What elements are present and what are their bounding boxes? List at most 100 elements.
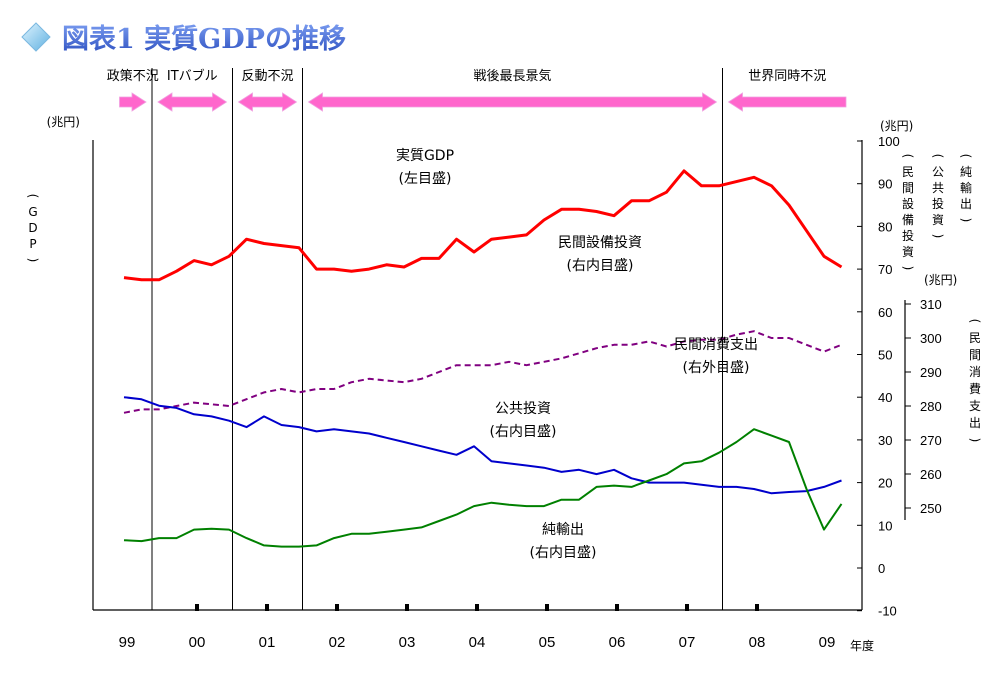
x-tick-label: 99 — [119, 634, 136, 651]
right-outer-axis-unit: (兆円) — [924, 273, 957, 287]
right-inner-axis-label-char: 輸 — [960, 180, 972, 195]
right-inner-tick-label: 20 — [878, 476, 892, 491]
right-inner-axis-label-char: 共 — [932, 181, 944, 195]
period-arrow-2 — [237, 92, 298, 112]
right-inner-tick-label: 0 — [878, 561, 885, 576]
series-label-name: 民間消費支出 — [674, 337, 758, 353]
x-tick-label: 07 — [679, 634, 696, 651]
period-label-3: 戦後最長景気 — [473, 68, 551, 84]
right-inner-axis-label-char: 投 — [902, 228, 914, 243]
x-axis: 99 00 01 02 03 04 05 06 07 08 09 年度 — [119, 604, 874, 653]
right-outer-axis-label-char: 間 — [969, 348, 981, 362]
series-label-name: 民間設備投資 — [558, 235, 642, 251]
x-tick-marker — [475, 604, 479, 611]
period-label-2: 反動不況 — [241, 69, 293, 84]
series-line-1 — [123, 169, 843, 282]
left-axis-label-char: P — [29, 237, 36, 251]
x-tick-marker — [195, 604, 199, 611]
right-inner-axis: -100102030405060708090100(兆円)(民間設備投資)(公共… — [857, 119, 973, 619]
plot-frame — [92, 68, 906, 611]
x-axis-unit: 年度 — [850, 638, 874, 653]
chart-title: 図表1 実質GDPの推移 — [62, 23, 346, 55]
right-inner-axis-label-char: 公 — [932, 165, 944, 179]
right-inner-tick-label: 10 — [878, 518, 892, 533]
right-outer-tick-label: 310 — [920, 297, 942, 312]
right-inner-tick-label: 70 — [878, 262, 892, 277]
right-inner-axis-label-char: ( — [931, 154, 945, 159]
series-lines — [123, 169, 843, 548]
right-inner-axis-label-char: 出 — [960, 197, 972, 211]
right-outer-axis-label-char: 消 — [969, 365, 981, 379]
right-inner-axis-label-char: 投 — [932, 196, 944, 211]
series-line-3 — [123, 396, 842, 495]
period-arrow-4 — [727, 92, 847, 112]
period-arrow-3 — [307, 92, 718, 112]
right-inner-axis-label-char: 民 — [902, 165, 914, 179]
period-arrow-1 — [157, 92, 228, 112]
right-inner-tick-label: 80 — [878, 219, 892, 234]
right-inner-axis-label-char: 資 — [932, 213, 944, 227]
left-axis-label-char: G — [28, 205, 37, 219]
right-inner-axis-label-char: 間 — [902, 181, 914, 195]
left-axis-unit: (兆円) — [47, 115, 80, 129]
x-tick-marker — [545, 604, 549, 611]
series-label-sub: (右内目盛) — [530, 545, 597, 561]
right-outer-tick-label: 250 — [920, 501, 942, 516]
series-label-name: 実質GDP — [396, 148, 454, 164]
right-inner-axis-label-char: ( — [901, 154, 915, 159]
x-tick-marker — [615, 604, 619, 611]
right-outer-tick-label: 300 — [920, 331, 942, 346]
x-tick-marker — [335, 604, 339, 611]
right-inner-tick-label: -10 — [878, 604, 897, 619]
period-label-0: 政策不況 — [107, 68, 159, 84]
right-inner-axis-label-char: 資 — [902, 245, 914, 259]
x-tick-marker — [265, 604, 269, 611]
x-tick-label: 08 — [749, 634, 766, 651]
right-inner-axis-label-char: ( — [959, 154, 973, 159]
series-label-sub: (右内目盛) — [567, 258, 634, 274]
right-inner-tick-label: 30 — [878, 433, 892, 448]
right-inner-tick-label: 90 — [878, 177, 892, 192]
left-axis: 460480500520540560(兆円)(GDP) — [26, 115, 80, 263]
period-arrow-0 — [119, 92, 147, 112]
right-outer-tick-label: 260 — [920, 467, 942, 482]
series-labels: 実質GDP (左目盛) 民間設備投資 (右内目盛) 民間消費支出 (右外目盛) 公共投資 (右… — [396, 148, 758, 561]
x-tick-label: 01 — [259, 634, 276, 651]
right-inner-axis-label-char: ) — [901, 266, 915, 271]
period-annotations: 政策不況 ITバブル 反動不況 戦後最長景気 世界同時不況 — [107, 68, 847, 112]
period-label-4: 世界同時不況 — [748, 69, 826, 84]
diamond-icon — [21, 22, 51, 52]
right-outer-tick-label: 290 — [920, 365, 942, 380]
period-label-1: ITバブル — [167, 68, 218, 84]
x-tick-label: 05 — [539, 634, 556, 651]
x-tick-marker — [755, 604, 759, 611]
right-outer-axis-label-char: 民 — [969, 331, 981, 345]
series-label-name: 公共投資 — [495, 401, 551, 417]
right-inner-tick-label: 50 — [878, 348, 892, 363]
x-tick-label: 04 — [469, 634, 486, 651]
right-inner-axis-unit: (兆円) — [880, 119, 913, 133]
right-outer-axis-label-char: ) — [968, 438, 982, 443]
series-label-sub: (右内目盛) — [490, 424, 557, 440]
right-inner-axis-label-char: 備 — [902, 212, 914, 227]
right-outer-axis-label-char: ( — [968, 319, 982, 324]
x-tick-label: 00 — [189, 634, 206, 651]
right-inner-axis-label-char: ) — [931, 234, 945, 239]
left-axis-label-char: ) — [26, 258, 40, 263]
right-outer-axis-label-char: 費 — [969, 381, 981, 396]
right-inner-axis-label-char: 設 — [902, 196, 914, 211]
series-label-name: 純輸出 — [542, 522, 584, 538]
right-outer-tick-label: 280 — [920, 399, 942, 414]
x-tick-label: 06 — [609, 634, 626, 651]
series-label-sub: (右外目盛) — [683, 360, 750, 376]
x-tick-label: 09 — [819, 634, 836, 651]
series-line-2 — [123, 330, 842, 414]
x-tick-label: 02 — [329, 634, 346, 651]
right-outer-tick-label: 270 — [920, 433, 942, 448]
series-line-4 — [123, 428, 843, 548]
right-outer-axis-label-char: 支 — [969, 399, 981, 413]
right-inner-tick-label: 100 — [878, 134, 900, 149]
right-outer-axis-label-char: 出 — [969, 416, 981, 430]
